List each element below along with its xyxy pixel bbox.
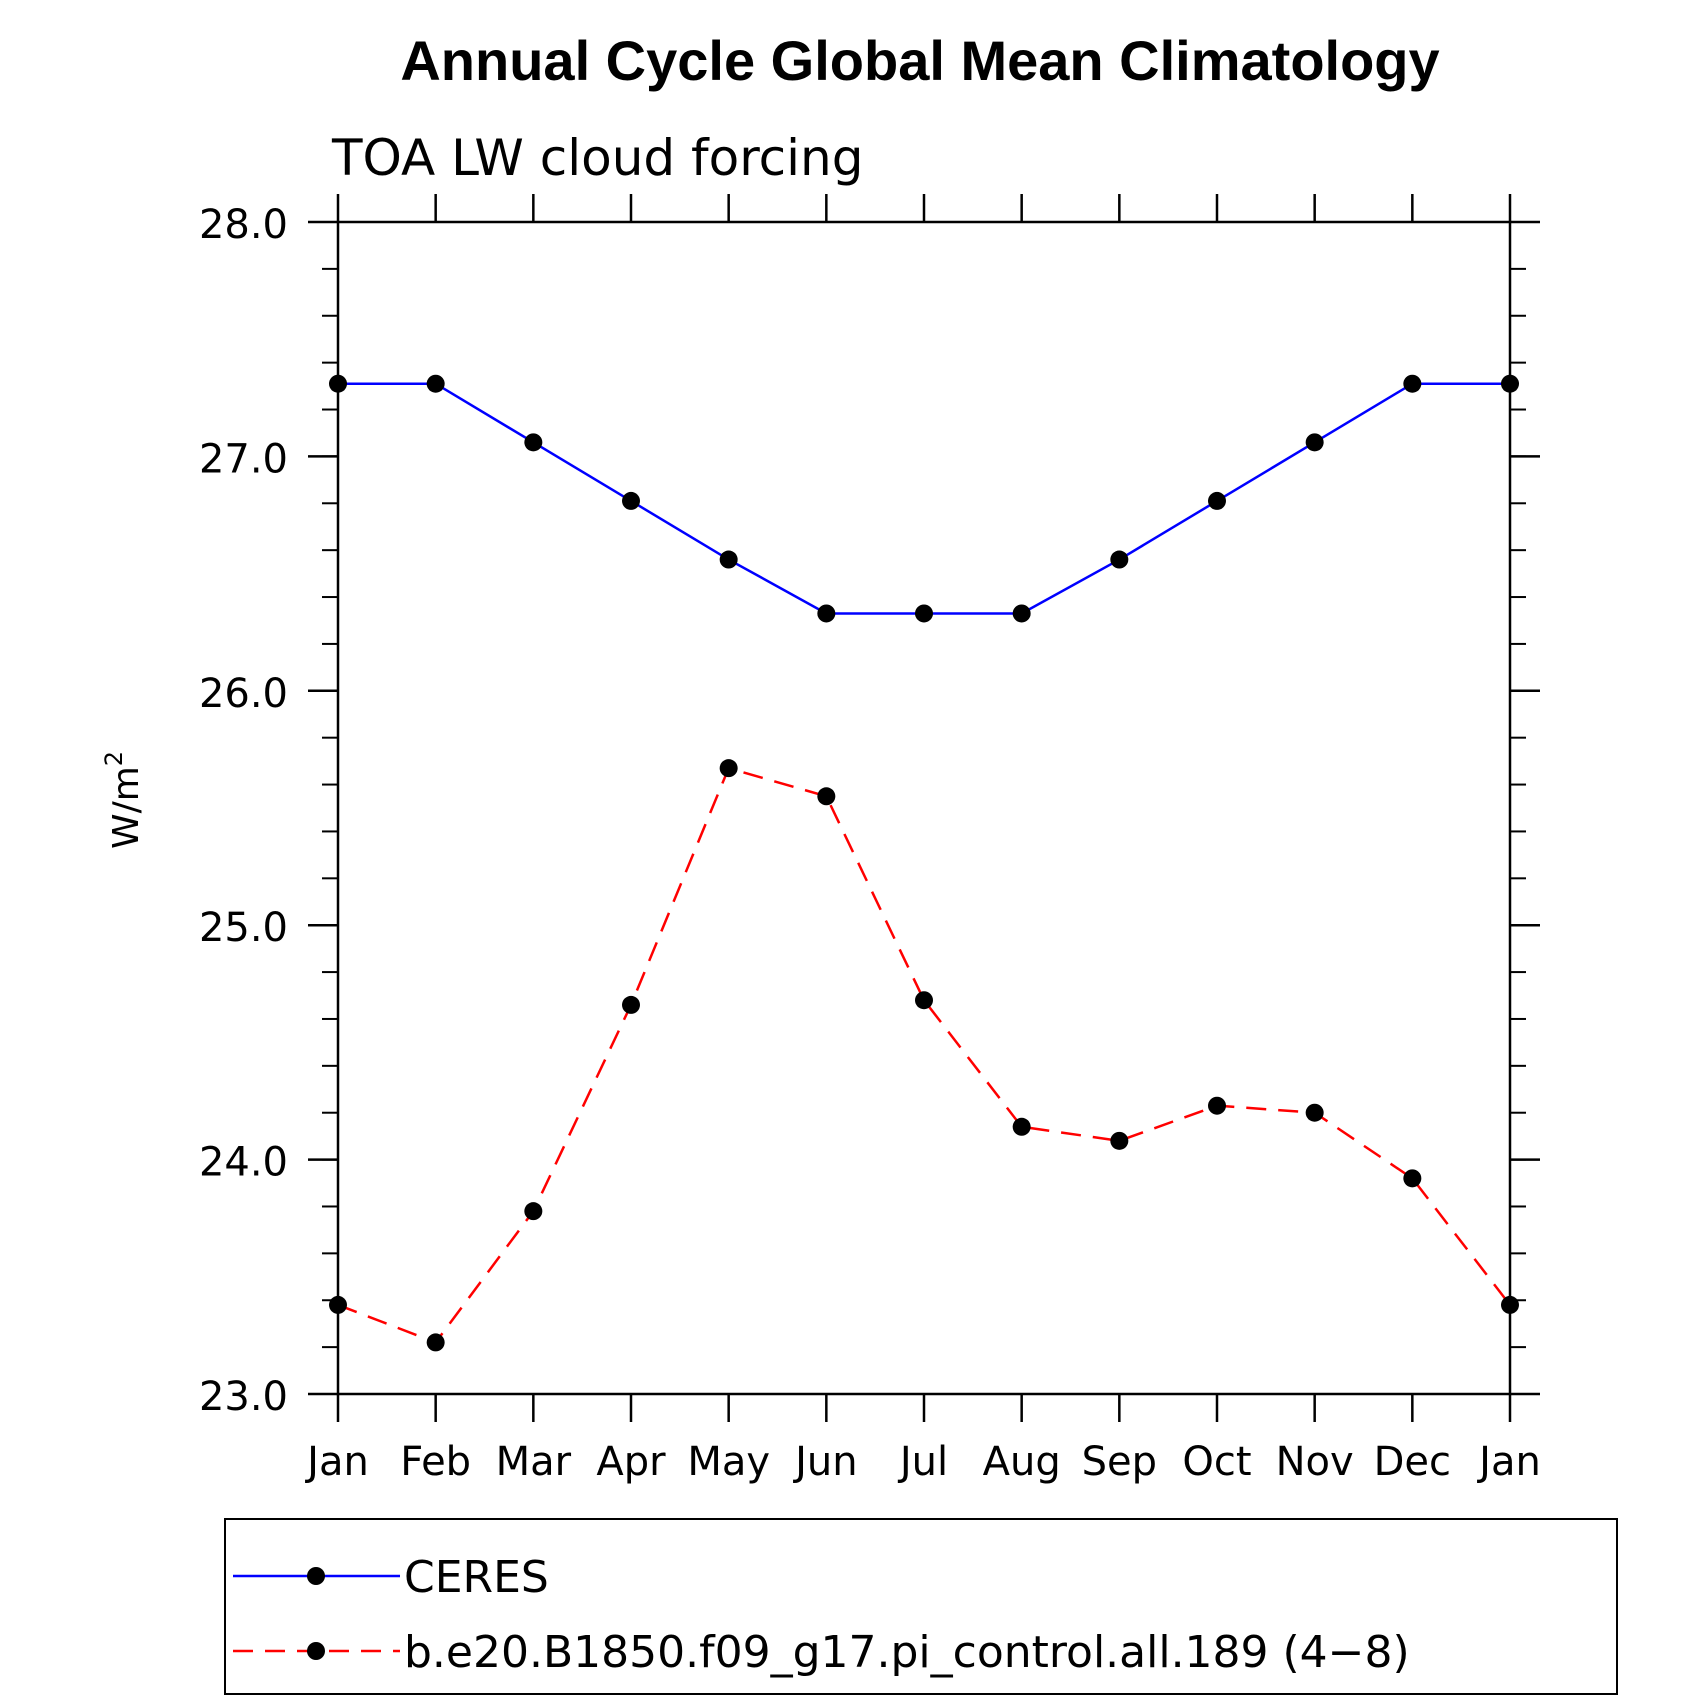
x-tick-label: Oct	[1182, 1439, 1251, 1485]
data-point	[426, 1333, 445, 1352]
data-point	[524, 1202, 543, 1221]
data-point	[622, 491, 640, 510]
data-point	[817, 787, 836, 806]
data-point	[329, 1295, 347, 1314]
series-1	[329, 759, 1519, 1352]
y-axis-label: W/m2	[100, 751, 147, 849]
y-tick-label: 23.0	[199, 1374, 288, 1420]
data-point	[1110, 550, 1129, 569]
y-tick-label: 26.0	[199, 671, 288, 717]
data-point	[329, 374, 347, 393]
data-point	[1208, 491, 1226, 510]
axes: 23.0 24.0 25.0 26.0 27.0 28.0 Jan Feb Mar Apr May J…	[199, 194, 1541, 1485]
data-point	[817, 604, 836, 623]
y-axis-label-text: W/m	[106, 766, 147, 849]
data-point	[719, 759, 738, 778]
data-point	[1403, 374, 1422, 393]
data-point	[915, 991, 933, 1010]
legend-label-ceres: CERES	[404, 1552, 549, 1603]
data-point	[622, 995, 640, 1014]
data-point	[1012, 1117, 1031, 1136]
legend: CERES b.e20.B1850.f09_g17.pi_control.all…	[224, 1518, 1618, 1695]
data-point	[1501, 374, 1519, 393]
y-tick-label: 24.0	[199, 1140, 288, 1186]
series-0	[329, 374, 1519, 623]
series-line	[338, 382, 1510, 615]
series-layer	[329, 374, 1519, 1352]
data-point	[719, 550, 738, 569]
data-point	[426, 374, 445, 393]
x-tick-label: May	[687, 1439, 770, 1485]
data-point	[1012, 604, 1031, 623]
legend-marker-ceres	[307, 1567, 325, 1585]
y-tick-label: 27.0	[199, 436, 288, 482]
data-point	[1305, 1103, 1324, 1122]
x-tick-label: Dec	[1374, 1439, 1451, 1485]
x-tick-label: Jan	[1476, 1439, 1541, 1485]
legend-label-model: b.e20.B1850.f09_g17.pi_control.all.189 (…	[404, 1627, 1410, 1678]
plot-frame	[336, 220, 1512, 1396]
x-tick-label: Sep	[1082, 1439, 1157, 1485]
y-tick-label: 25.0	[199, 905, 288, 951]
y-axis-label-superscript: 2	[100, 751, 128, 766]
x-tick-label: Feb	[400, 1439, 471, 1485]
data-point	[915, 604, 933, 623]
legend-marker-model	[307, 1642, 325, 1660]
legend-box	[224, 1518, 1618, 1695]
chart-subtitle: TOA LW cloud forcing	[331, 129, 863, 187]
series-line	[337, 766, 1511, 1344]
data-point	[1110, 1131, 1129, 1150]
data-point	[1501, 1295, 1519, 1314]
x-tick-label: Apr	[596, 1439, 666, 1485]
data-point	[1305, 433, 1324, 452]
x-tick-label: Aug	[983, 1439, 1061, 1485]
data-point	[524, 433, 543, 452]
chart-title: Annual Cycle Global Mean Climatology	[400, 29, 1439, 92]
x-tick-label: Jul	[897, 1439, 948, 1485]
x-tick-label: Jun	[792, 1439, 858, 1485]
y-tick-label: 28.0	[199, 202, 288, 248]
x-tick-label: Mar	[496, 1439, 572, 1485]
x-tick-label: Nov	[1276, 1439, 1354, 1485]
data-point	[1208, 1096, 1226, 1115]
data-point	[1403, 1169, 1422, 1188]
x-tick-label: Jan	[304, 1439, 369, 1485]
